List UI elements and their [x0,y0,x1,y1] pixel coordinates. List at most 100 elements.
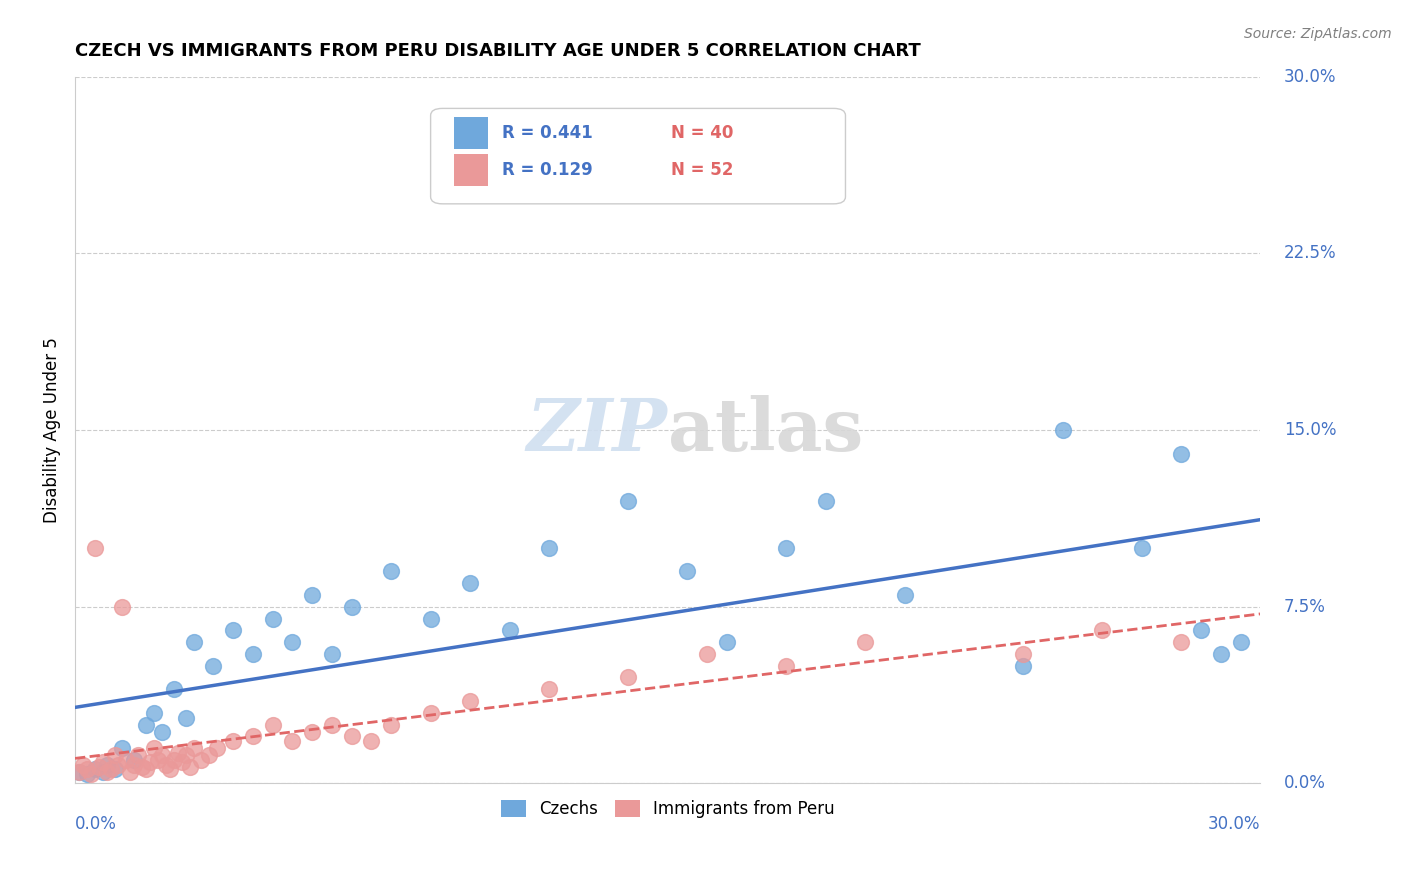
Point [72,757,94,772]
Point [340,730,363,744]
Point [183,635,205,649]
Text: atlas: atlas [668,394,863,466]
Text: Source: ZipAtlas.com: Source: ZipAtlas.com [1244,27,1392,41]
Point [131,760,153,774]
Point [1170,635,1192,649]
Point [617,493,640,508]
Point [100,763,122,777]
Bar [454,154,488,186]
Point [202,658,225,673]
Point [155,757,177,772]
Point [139,756,162,770]
Text: 0.0%: 0.0% [1284,774,1326,792]
Text: 7.5%: 7.5% [1284,598,1326,615]
Point [419,706,441,720]
Point [676,565,699,579]
Point [163,682,186,697]
Point [179,760,201,774]
Text: N = 40: N = 40 [671,124,734,142]
Point [111,741,134,756]
Bar [454,117,488,149]
Point [301,724,323,739]
Point [76,763,98,777]
Point [242,730,264,744]
Point [1052,423,1074,437]
Y-axis label: Disability Age Under 5: Disability Age Under 5 [44,337,60,523]
Point [1189,624,1212,638]
Point [1012,647,1035,661]
Text: 15.0%: 15.0% [1284,421,1337,439]
Point [458,694,481,708]
Point [87,760,110,774]
Point [170,756,193,770]
Point [96,764,118,779]
Point [419,611,441,625]
Point [538,541,561,555]
Point [183,741,205,756]
Point [143,741,166,756]
Point [538,682,561,697]
Text: R = 0.129: R = 0.129 [502,161,592,179]
Point [135,717,157,731]
Point [1130,541,1153,555]
Text: ZIP: ZIP [527,394,668,466]
Point [111,599,134,614]
Point [115,753,138,767]
FancyBboxPatch shape [430,109,845,204]
Point [242,647,264,661]
Point [321,717,343,731]
Point [67,764,90,779]
Point [174,710,197,724]
Point [301,588,323,602]
Point [1091,624,1114,638]
Text: 22.5%: 22.5% [1284,244,1337,262]
Point [124,757,146,772]
Point [716,635,738,649]
Point [91,764,114,779]
Text: CZECH VS IMMIGRANTS FROM PERU DISABILITY AGE UNDER 5 CORRELATION CHART: CZECH VS IMMIGRANTS FROM PERU DISABILITY… [75,42,921,60]
Point [174,748,197,763]
Point [1012,658,1035,673]
Point [1229,635,1251,649]
Point [1170,447,1192,461]
Point [124,753,146,767]
Legend: Czechs, Immigrants from Peru: Czechs, Immigrants from Peru [494,793,841,824]
Text: N = 52: N = 52 [671,161,734,179]
Point [775,541,797,555]
Point [498,624,520,638]
Point [380,565,402,579]
Point [360,734,382,748]
Point [340,599,363,614]
Point [146,753,169,767]
Text: 30.0%: 30.0% [1284,68,1337,86]
Point [222,734,245,748]
Point [814,493,837,508]
Point [617,670,640,684]
Point [893,588,915,602]
Text: R = 0.441: R = 0.441 [502,124,592,142]
Point [207,741,229,756]
Point [135,763,157,777]
Point [163,753,186,767]
Point [83,763,105,777]
Text: 0.0%: 0.0% [75,815,117,833]
Point [281,635,304,649]
Point [262,717,284,731]
Point [458,576,481,591]
Point [281,734,304,748]
Point [198,748,221,763]
Point [696,647,718,661]
Point [80,767,103,781]
Point [166,746,188,760]
Point [96,757,118,772]
Point [321,647,343,661]
Point [143,706,166,720]
Point [159,763,181,777]
Text: 30.0%: 30.0% [1208,815,1260,833]
Point [150,748,173,763]
Point [120,764,142,779]
Point [127,748,149,763]
Point [1209,647,1232,661]
Point [91,756,114,770]
Point [67,764,90,779]
